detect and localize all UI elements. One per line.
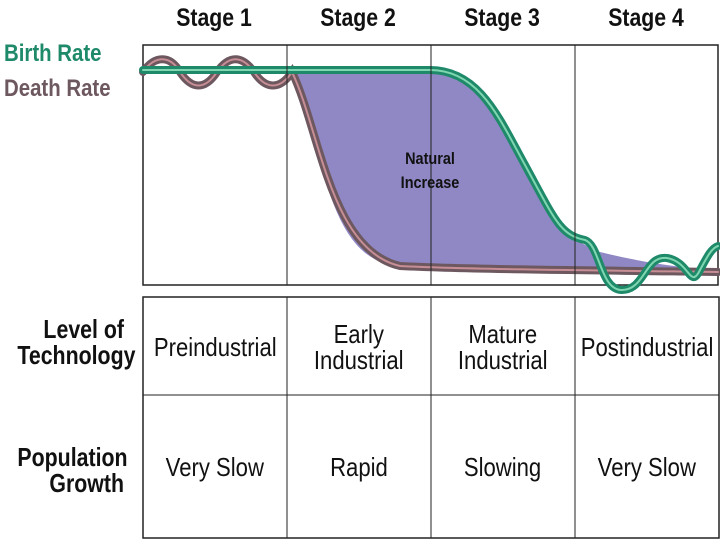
growth-label-line1: Population <box>17 442 128 472</box>
cell-text: Preindustrial <box>153 331 277 362</box>
stage-3-header: Stage 3 <box>464 4 540 32</box>
growth-cell-stage-3: Slowing <box>431 396 575 537</box>
growth-cell-stage-2: Rapid <box>287 396 431 537</box>
cell-text: Mature <box>468 318 538 349</box>
growth-cell-stage-1: Very Slow <box>143 396 287 537</box>
technology-cell-stage-3: Mature Industrial <box>431 298 575 395</box>
technology-cell-stage-1: Preindustrial <box>143 298 287 395</box>
growth-row-label: Population Growth <box>17 442 128 498</box>
cell-text: Very Slow <box>165 451 265 482</box>
stage-1-header: Stage 1 <box>176 4 252 32</box>
technology-row-label: Level of Technology <box>17 314 136 370</box>
birth-rate-label: Birth Rate <box>4 40 102 67</box>
cell-text: Very Slow <box>597 451 697 482</box>
growth-label-line2: Growth <box>49 468 124 498</box>
cell-text: Slowing <box>464 451 542 482</box>
natural-increase-area <box>293 72 718 274</box>
technology-label-line2: Technology <box>17 340 136 370</box>
death-rate-label: Death Rate <box>4 75 111 102</box>
cell-text: Rapid <box>330 451 388 482</box>
natural-increase-label: Natural Increase <box>383 147 477 195</box>
technology-label-line1: Level of <box>43 314 125 344</box>
natural-increase-line1: Natural <box>405 149 455 168</box>
stage-4-header: Stage 4 <box>608 4 684 32</box>
cell-text: Early <box>333 318 385 349</box>
cell-text: Postindustrial <box>580 331 714 362</box>
technology-cell-stage-4: Postindustrial <box>575 298 719 395</box>
stage-2-header: Stage 2 <box>320 4 396 32</box>
cell-text: Industrial <box>458 344 548 375</box>
growth-cell-stage-4: Very Slow <box>575 396 719 537</box>
cell-text: Industrial <box>314 344 404 375</box>
technology-cell-stage-2: Early Industrial <box>287 298 431 395</box>
natural-increase-line2: Increase <box>400 173 460 192</box>
